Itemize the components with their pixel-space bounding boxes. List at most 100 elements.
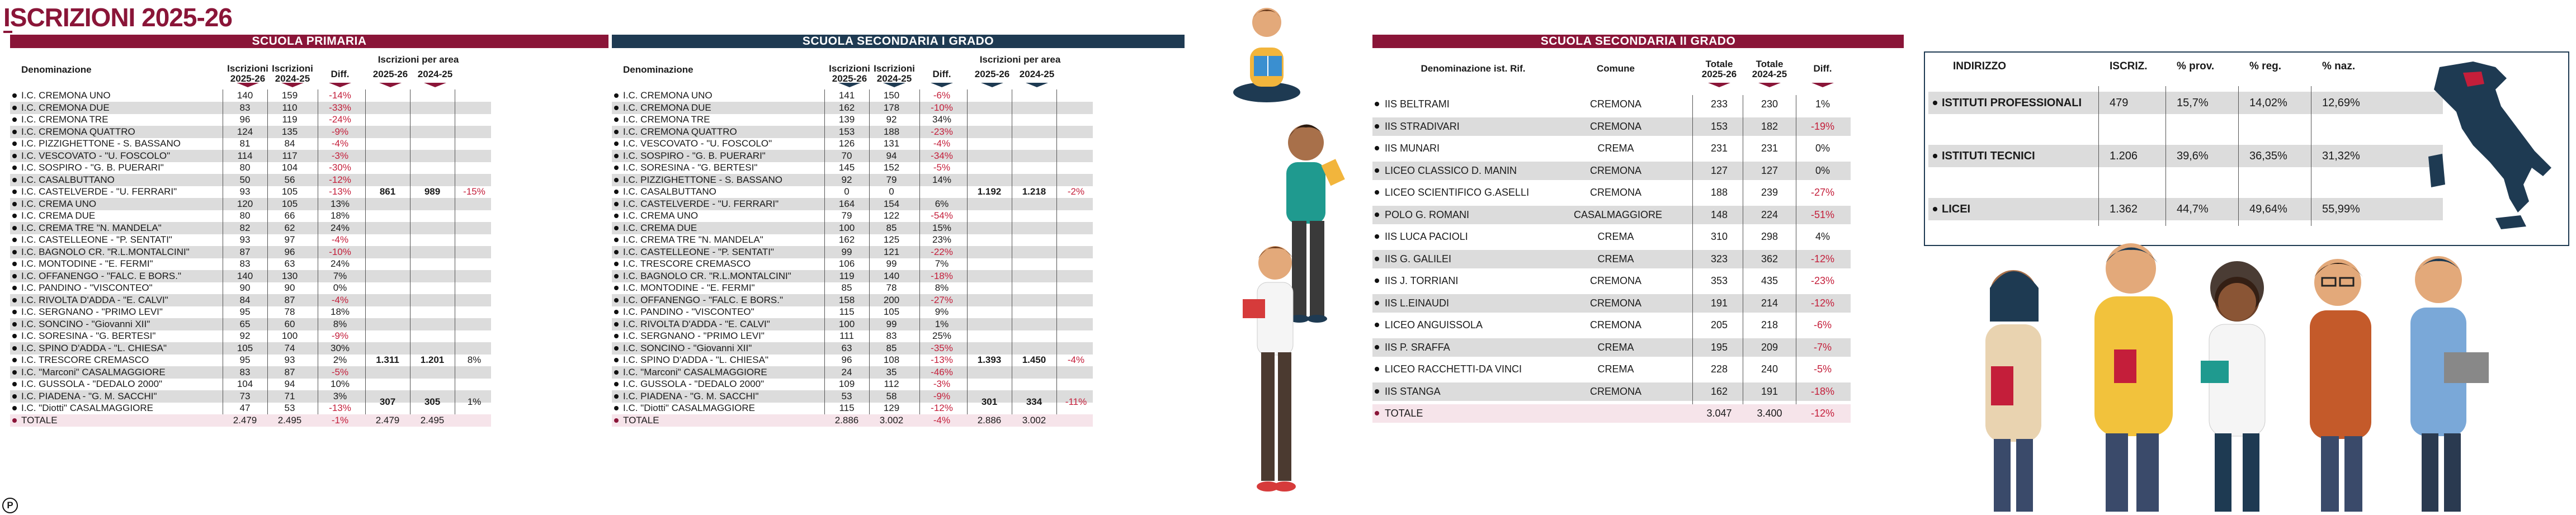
totale-2025-26: 205 bbox=[1710, 319, 1728, 330]
bullet-icon bbox=[12, 334, 17, 338]
total-2024-25: 2.495 bbox=[277, 414, 302, 426]
area-2024-25: 334 bbox=[1026, 396, 1042, 408]
iscrizioni-2024-25: 58 bbox=[886, 390, 897, 401]
diff-value: -10% bbox=[329, 246, 351, 257]
school-name: I.C. SERGNANO - "PRIMO LEVI" bbox=[623, 330, 765, 341]
diff-value: 24% bbox=[330, 258, 350, 269]
total-diff: -4% bbox=[933, 414, 951, 426]
diff-value: -33% bbox=[329, 102, 351, 113]
iscrizioni-2025-26: 83 bbox=[239, 258, 251, 269]
bullet-icon bbox=[614, 177, 619, 182]
bullet-icon bbox=[12, 297, 17, 303]
table-row: I.C. PIADENA - "G. M. SACCHI" 53 58 -9% bbox=[612, 390, 1093, 403]
diff-value: -4% bbox=[331, 138, 349, 149]
table-row: I.C. "Diotti" CASALMAGGIORE 47 53 -13% bbox=[10, 402, 491, 414]
summary-header: % prov. bbox=[2177, 60, 2215, 72]
school-name: I.C. CREMA TRE "N. MANDELA" bbox=[21, 222, 162, 233]
bullet-icon bbox=[614, 105, 619, 110]
table-row: I.C. OFFANENGO - "FALC. E BORS." 140 130 7% bbox=[10, 270, 491, 282]
comune: CREMONA bbox=[1589, 120, 1641, 132]
table-row: IIS STRADIVARI CREMONA 153 182 -19% bbox=[1372, 117, 1851, 136]
iscrizioni-2024-25: 90 bbox=[284, 282, 295, 293]
total-area-2025-26: 2.886 bbox=[977, 414, 1002, 426]
iscrizioni-2024-25: 83 bbox=[886, 330, 897, 341]
iscrizioni-2025-26: 120 bbox=[237, 198, 253, 209]
school-name: I.C. "Diotti" CASALMAGGIORE bbox=[21, 403, 153, 413]
table-row: I.C. VESCOVATO - "U. FOSCOLO" 126 131 -4% bbox=[612, 138, 1093, 150]
iscrizioni-2024-25: 119 bbox=[282, 114, 298, 125]
iscrizioni-2025-26: 70 bbox=[841, 150, 852, 161]
school-name: I.C. PIADENA - "G. M. SACCHI" bbox=[21, 390, 157, 401]
iscrizioni-2024-25: 105 bbox=[281, 198, 298, 209]
diff-value: -12% bbox=[329, 174, 351, 185]
area-2024-25: 305 bbox=[424, 396, 441, 408]
diff-value: -9% bbox=[331, 330, 349, 341]
table-row: I.C. CASALBUTTANO 0 0 bbox=[612, 186, 1093, 198]
table-row: I.C. TRESCORE CREMASCO 95 93 2% bbox=[10, 354, 491, 366]
header-area-2025-26: 2025-26 bbox=[372, 69, 408, 79]
iscrizioni-2025-26: 87 bbox=[239, 246, 251, 257]
bullet-icon bbox=[12, 166, 17, 170]
totale-2025-26: 188 bbox=[1710, 187, 1728, 198]
header-diff: Diff. bbox=[331, 69, 350, 79]
comune: CREMA bbox=[1597, 341, 1634, 353]
iscrizioni-2025-26: 80 bbox=[239, 162, 251, 173]
school-name: I.C. SORESINA - "G. BERTESI" bbox=[623, 162, 758, 173]
header-chevron-icon bbox=[838, 83, 861, 87]
table-row: I.C. SONCINO - "Giovanni XII" 65 60 8% bbox=[10, 318, 491, 330]
table-row: LICEO CLASSICO D. MANIN CREMONA 127 127 0% bbox=[1372, 161, 1851, 180]
header-chevron-icon bbox=[931, 83, 953, 87]
table-row: LICEO ANGUISSOLA CREMONA 205 218 -6% bbox=[1372, 316, 1851, 334]
iscrizioni-2025-26: 84 bbox=[239, 294, 251, 305]
header-denominazione: Denominazione ist. Rif. bbox=[1421, 63, 1526, 74]
iscrizioni-2025-26: 83 bbox=[239, 102, 251, 113]
iscrizioni-2025-26: 111 bbox=[839, 330, 854, 341]
totale-2024-25: 218 bbox=[1761, 319, 1778, 330]
diff-value: 7% bbox=[935, 258, 949, 269]
iscrizioni-2025-26: 141 bbox=[838, 90, 855, 101]
page-title: ISCRIZIONI 2025-26 bbox=[3, 3, 233, 32]
percent-reg: 49,64% bbox=[2249, 203, 2287, 215]
diff-value: 2% bbox=[333, 355, 347, 365]
diff-value: -54% bbox=[931, 210, 953, 221]
school-name: IIS P. SRAFFA bbox=[1385, 341, 1450, 353]
column-divider bbox=[410, 89, 411, 427]
diff-value: 14% bbox=[932, 174, 952, 185]
iscrizioni-2024-25: 129 bbox=[883, 403, 900, 413]
iscrizioni-2024-25: 84 bbox=[284, 138, 295, 149]
iscrizioni-2024-25: 71 bbox=[284, 390, 295, 401]
school-name: IIS STRADIVARI bbox=[1385, 120, 1460, 132]
diff-value: 23% bbox=[932, 234, 952, 245]
bullet-icon bbox=[614, 225, 619, 230]
table-row: LICEO SCIENTIFICO G.ASELLI CREMONA 188 239 -… bbox=[1372, 183, 1851, 202]
iscrizioni-2025-26: 99 bbox=[841, 246, 852, 257]
diff-value: -6% bbox=[933, 90, 951, 101]
area-diff: -2% bbox=[1067, 186, 1085, 197]
total-label: TOTALE bbox=[1385, 408, 1423, 419]
iscrizioni-2024-25: 74 bbox=[284, 342, 295, 353]
table-row: IIS J. TORRIANI CREMONA 353 435 -23% bbox=[1372, 272, 1851, 290]
area-2025-26: 301 bbox=[981, 396, 998, 408]
iscrizioni-2025-26: 109 bbox=[838, 379, 855, 389]
header-area-2024-25: 2024-25 bbox=[417, 69, 453, 79]
table-row: I.C. CREMA TRE "N. MANDELA" 82 62 24% bbox=[10, 221, 491, 234]
students-illustration bbox=[1985, 243, 2489, 512]
diff-value: -7% bbox=[1813, 341, 1832, 353]
header-chevron-icon bbox=[1026, 83, 1048, 87]
percent-prov: 44,7% bbox=[2177, 203, 2209, 215]
summary-header: % reg. bbox=[2249, 60, 2282, 72]
summary-header: INDIRIZZO bbox=[1953, 60, 2006, 72]
school-name: I.C. TRESCORE CREMASCO bbox=[623, 258, 751, 269]
table-row: I.C. "Diotti" CASALMAGGIORE 115 129 -12% bbox=[612, 402, 1093, 414]
diff-value: 13% bbox=[330, 198, 350, 209]
iscrizioni-2024-25: 97 bbox=[284, 234, 295, 245]
area-diff: -11% bbox=[1065, 396, 1087, 408]
area-2025-26: 1.311 bbox=[376, 355, 399, 365]
totale-2024-25: 240 bbox=[1761, 363, 1778, 375]
bullet-icon bbox=[1933, 207, 1937, 211]
iscrizioni-2025-26: 63 bbox=[841, 342, 852, 353]
school-name: LICEO CLASSICO D. MANIN bbox=[1385, 164, 1517, 176]
iscrizioni-2024-25: 62 bbox=[284, 222, 295, 233]
table-secondaria-1: Denominazione Iscrizioni 2025-26 Iscrizion… bbox=[612, 51, 1210, 499]
diff-value: -4% bbox=[933, 138, 951, 149]
